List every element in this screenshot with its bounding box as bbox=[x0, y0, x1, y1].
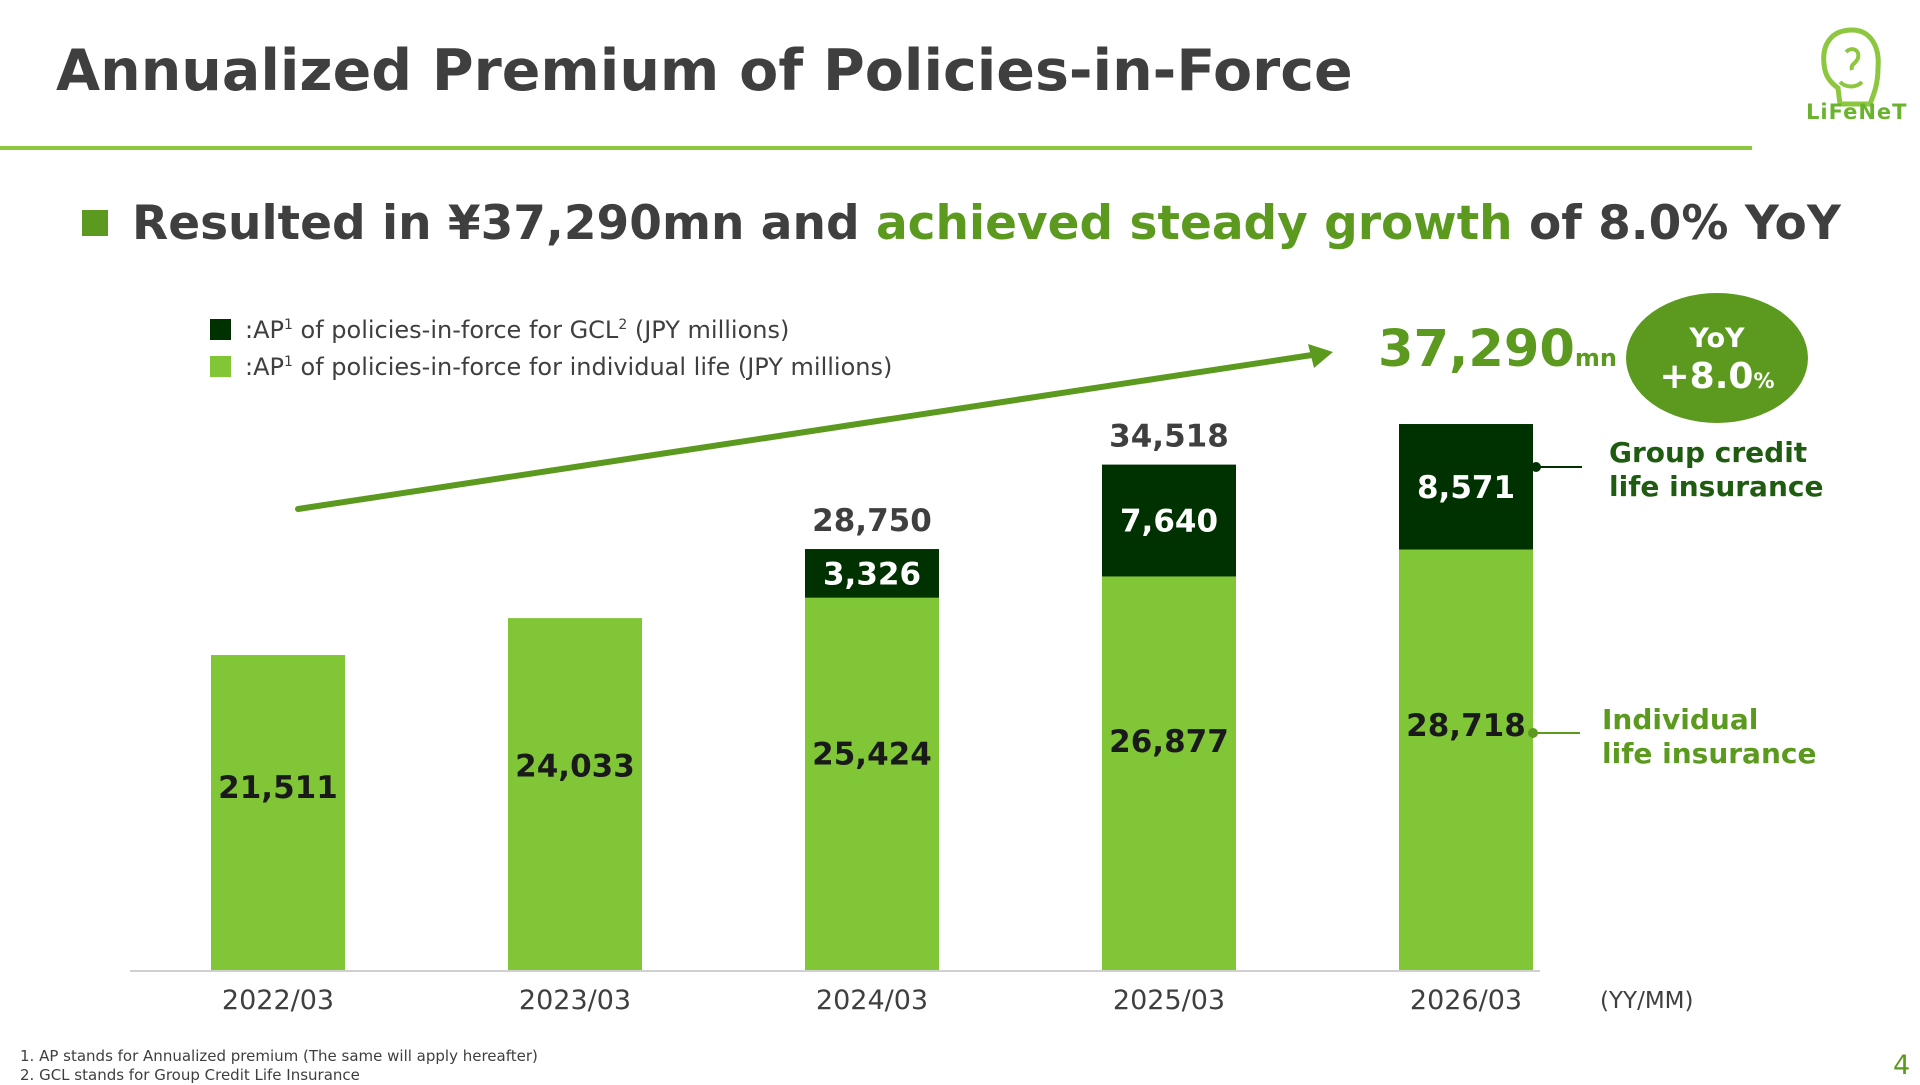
bar-individual-2026/03 bbox=[1399, 549, 1533, 970]
data-label-individual: 25,424 bbox=[812, 736, 932, 772]
legend-item-gcl: :AP1 of policies-in-force for GCL2 (JPY … bbox=[210, 311, 892, 348]
bar-individual-2024/03 bbox=[805, 597, 939, 970]
individual-annotation-dot bbox=[1528, 728, 1538, 738]
headline-highlight: achieved steady growth bbox=[875, 196, 1513, 251]
data-label-gcl: 8,571 bbox=[1417, 470, 1515, 506]
bar-individual-2023/03 bbox=[508, 618, 642, 970]
bar-gcl-2026/03 bbox=[1399, 424, 1533, 550]
bar-gcl-2024/03 bbox=[805, 549, 939, 598]
headline-bullet-icon bbox=[82, 209, 108, 236]
bar-individual-2025/03 bbox=[1102, 576, 1236, 970]
footnote-2: 2. GCL stands for Group Credit Life Insu… bbox=[20, 1066, 360, 1084]
data-label-gcl: 3,326 bbox=[823, 556, 921, 592]
title-divider bbox=[0, 146, 1752, 150]
data-label-gcl: 7,640 bbox=[1120, 504, 1218, 540]
headline-text: Resulted in ¥37,290mn and bbox=[132, 196, 876, 251]
legend-swatch-gcl bbox=[210, 319, 231, 340]
data-label-total: 34,518 bbox=[1109, 419, 1229, 455]
growth-arrow-line bbox=[295, 352, 1315, 512]
individual-annotation-line1: Individual bbox=[1602, 703, 1758, 736]
data-label-individual: 21,511 bbox=[218, 770, 338, 806]
legend-swatch-individual bbox=[210, 356, 231, 377]
legend-label-gcl: :AP1 of policies-in-force for GCL2 (JPY … bbox=[245, 315, 790, 344]
data-label-individual: 26,877 bbox=[1109, 724, 1229, 760]
footnote-1: 1. AP stands for Annualized premium (The… bbox=[20, 1047, 538, 1065]
page-number: 4 bbox=[1893, 1050, 1911, 1081]
individual-annotation-line2: life insurance bbox=[1602, 737, 1816, 770]
gcl-annotation-line1: Group credit bbox=[1609, 436, 1807, 469]
headline-text-end: of 8.0% YoY bbox=[1512, 196, 1841, 251]
total-value: 37,290mn bbox=[1378, 320, 1617, 379]
x-tick-label: 2023/03 bbox=[519, 985, 631, 1016]
logo-wordmark: LiFeNeT bbox=[1806, 100, 1908, 124]
chart-legend: :AP1 of policies-in-force for GCL2 (JPY … bbox=[210, 311, 892, 385]
yoy-badge: YoY +8.0% bbox=[1626, 293, 1808, 423]
footnotes: 1. AP stands for Annualized premium (The… bbox=[20, 1047, 538, 1085]
x-unit-label: (YY/MM) bbox=[1600, 988, 1693, 1014]
x-tick-label: 2024/03 bbox=[816, 985, 928, 1016]
page-title: Annualized Premium of Policies-in-Force bbox=[56, 38, 1353, 104]
headline: Resulted in ¥37,290mn and achieved stead… bbox=[82, 196, 1841, 251]
bar-gcl-2025/03 bbox=[1102, 464, 1236, 577]
gcl-annotation-dot bbox=[1531, 462, 1541, 472]
x-tick-label: 2022/03 bbox=[222, 985, 334, 1016]
bar-individual-2022/03 bbox=[211, 655, 345, 970]
lifenet-logo-icon bbox=[1821, 27, 1881, 107]
data-label-individual: 28,718 bbox=[1406, 708, 1526, 744]
data-label-total: 28,750 bbox=[812, 503, 932, 539]
gcl-annotation-line2: life insurance bbox=[1609, 470, 1823, 503]
legend-label-individual: :AP1 of policies-in-force for individual… bbox=[245, 352, 893, 381]
yoy-label: YoY bbox=[1689, 323, 1745, 354]
data-label-individual: 24,033 bbox=[515, 748, 635, 784]
growth-arrowhead-icon bbox=[1308, 344, 1333, 368]
yoy-value: +8.0% bbox=[1659, 356, 1775, 397]
legend-item-individual: :AP1 of policies-in-force for individual… bbox=[210, 348, 892, 385]
x-tick-label: 2025/03 bbox=[1113, 985, 1225, 1016]
x-tick-label: 2026/03 bbox=[1410, 985, 1522, 1016]
